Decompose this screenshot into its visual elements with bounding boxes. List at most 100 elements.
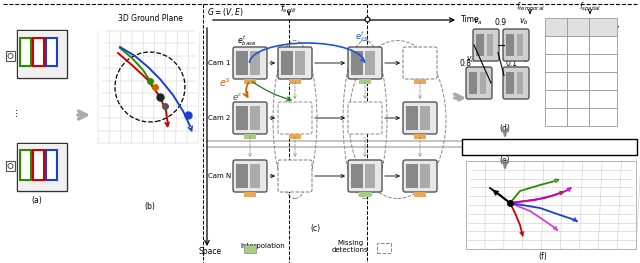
FancyBboxPatch shape bbox=[403, 47, 437, 79]
FancyBboxPatch shape bbox=[250, 164, 260, 188]
FancyBboxPatch shape bbox=[403, 160, 437, 192]
Text: $v_a$: $v_a$ bbox=[473, 17, 483, 27]
Text: ...: ... bbox=[575, 97, 581, 102]
FancyBboxPatch shape bbox=[233, 160, 267, 192]
FancyBboxPatch shape bbox=[503, 67, 529, 99]
FancyBboxPatch shape bbox=[414, 79, 426, 84]
FancyBboxPatch shape bbox=[236, 164, 248, 188]
FancyBboxPatch shape bbox=[476, 34, 484, 56]
FancyBboxPatch shape bbox=[244, 192, 256, 197]
FancyBboxPatch shape bbox=[420, 106, 430, 130]
FancyBboxPatch shape bbox=[18, 144, 66, 190]
Text: $f_{temporal}$: $f_{temporal}$ bbox=[516, 1, 545, 14]
FancyBboxPatch shape bbox=[403, 102, 437, 134]
Text: Space: Space bbox=[198, 246, 221, 255]
Text: ...: ... bbox=[600, 97, 606, 102]
Text: Interpolation: Interpolation bbox=[241, 243, 285, 249]
FancyBboxPatch shape bbox=[506, 34, 515, 56]
Text: $v_a$: $v_a$ bbox=[552, 41, 560, 49]
Text: $v_d$: $v_d$ bbox=[573, 77, 582, 85]
Text: $v_d$: $v_d$ bbox=[519, 54, 529, 65]
FancyBboxPatch shape bbox=[589, 72, 617, 90]
FancyBboxPatch shape bbox=[6, 161, 15, 171]
FancyBboxPatch shape bbox=[589, 18, 617, 36]
FancyBboxPatch shape bbox=[278, 160, 312, 192]
FancyBboxPatch shape bbox=[278, 47, 312, 79]
FancyBboxPatch shape bbox=[33, 150, 44, 180]
Text: Time: Time bbox=[461, 16, 479, 24]
FancyBboxPatch shape bbox=[348, 102, 382, 134]
Text: $v_b$: $v_b$ bbox=[574, 41, 582, 49]
FancyBboxPatch shape bbox=[567, 72, 589, 90]
FancyBboxPatch shape bbox=[244, 134, 256, 139]
FancyBboxPatch shape bbox=[33, 38, 44, 66]
Text: $f_{spatial}$: $f_{spatial}$ bbox=[579, 1, 601, 14]
FancyBboxPatch shape bbox=[359, 192, 371, 197]
Text: $e^{c}$: $e^{c}$ bbox=[232, 90, 243, 102]
Text: Spatial-Temporal Lifted Multi-Cut: Spatial-Temporal Lifted Multi-Cut bbox=[477, 143, 620, 151]
FancyBboxPatch shape bbox=[545, 108, 567, 126]
FancyBboxPatch shape bbox=[351, 51, 363, 75]
FancyBboxPatch shape bbox=[488, 34, 493, 56]
Text: $v_c$: $v_c$ bbox=[467, 54, 476, 65]
Text: $f_{split}$: $f_{split}$ bbox=[280, 2, 298, 16]
Text: (f): (f) bbox=[539, 252, 547, 261]
FancyBboxPatch shape bbox=[517, 72, 524, 94]
FancyBboxPatch shape bbox=[545, 90, 567, 108]
FancyBboxPatch shape bbox=[348, 47, 382, 79]
FancyBboxPatch shape bbox=[466, 67, 492, 99]
FancyBboxPatch shape bbox=[281, 51, 293, 75]
Text: Node: Node bbox=[569, 24, 587, 29]
Text: 0.9: 0.9 bbox=[495, 18, 507, 27]
FancyBboxPatch shape bbox=[17, 143, 67, 191]
FancyBboxPatch shape bbox=[236, 51, 248, 75]
Text: Missing: Missing bbox=[337, 240, 363, 246]
Text: (b): (b) bbox=[145, 201, 156, 210]
FancyBboxPatch shape bbox=[414, 134, 426, 139]
Text: Cam 1: Cam 1 bbox=[208, 60, 230, 66]
FancyBboxPatch shape bbox=[567, 54, 589, 72]
Text: ...: ... bbox=[553, 97, 559, 102]
Text: $v_a$: $v_a$ bbox=[552, 77, 560, 85]
FancyBboxPatch shape bbox=[420, 164, 430, 188]
FancyBboxPatch shape bbox=[506, 72, 515, 94]
Text: ...: ... bbox=[600, 114, 606, 119]
Text: $v_c$: $v_c$ bbox=[574, 59, 582, 67]
Text: $v_b$: $v_b$ bbox=[519, 17, 529, 27]
FancyBboxPatch shape bbox=[17, 30, 67, 78]
Text: Similarity: Similarity bbox=[586, 24, 620, 29]
Text: ...: ... bbox=[575, 114, 581, 119]
Circle shape bbox=[8, 164, 13, 169]
FancyBboxPatch shape bbox=[462, 139, 637, 155]
FancyBboxPatch shape bbox=[18, 31, 66, 77]
Text: 3D Ground Plane: 3D Ground Plane bbox=[118, 14, 182, 23]
Text: 0.9: 0.9 bbox=[598, 43, 608, 48]
FancyBboxPatch shape bbox=[589, 90, 617, 108]
FancyBboxPatch shape bbox=[359, 79, 371, 84]
FancyBboxPatch shape bbox=[6, 51, 15, 61]
FancyBboxPatch shape bbox=[46, 150, 57, 180]
FancyBboxPatch shape bbox=[46, 38, 57, 66]
Text: 0.8: 0.8 bbox=[460, 59, 472, 68]
Text: Node: Node bbox=[547, 24, 565, 29]
FancyBboxPatch shape bbox=[545, 36, 567, 54]
FancyBboxPatch shape bbox=[567, 18, 589, 36]
Text: $e^{s}$: $e^{s}$ bbox=[219, 77, 231, 89]
FancyBboxPatch shape bbox=[406, 106, 418, 130]
FancyBboxPatch shape bbox=[545, 72, 567, 90]
FancyBboxPatch shape bbox=[545, 54, 567, 72]
FancyBboxPatch shape bbox=[503, 29, 529, 61]
Text: Cam N: Cam N bbox=[208, 173, 231, 179]
FancyBboxPatch shape bbox=[567, 36, 589, 54]
FancyBboxPatch shape bbox=[517, 34, 524, 56]
FancyBboxPatch shape bbox=[365, 51, 375, 75]
Text: 0.1: 0.1 bbox=[598, 78, 608, 83]
FancyBboxPatch shape bbox=[481, 72, 486, 94]
Text: (c): (c) bbox=[310, 224, 320, 232]
FancyBboxPatch shape bbox=[233, 102, 267, 134]
FancyBboxPatch shape bbox=[289, 79, 301, 84]
Text: Cam 2: Cam 2 bbox=[208, 115, 230, 121]
FancyBboxPatch shape bbox=[348, 160, 382, 192]
Text: detections: detections bbox=[332, 247, 368, 253]
Text: $e^{t}_{lift}$: $e^{t}_{lift}$ bbox=[355, 29, 370, 44]
